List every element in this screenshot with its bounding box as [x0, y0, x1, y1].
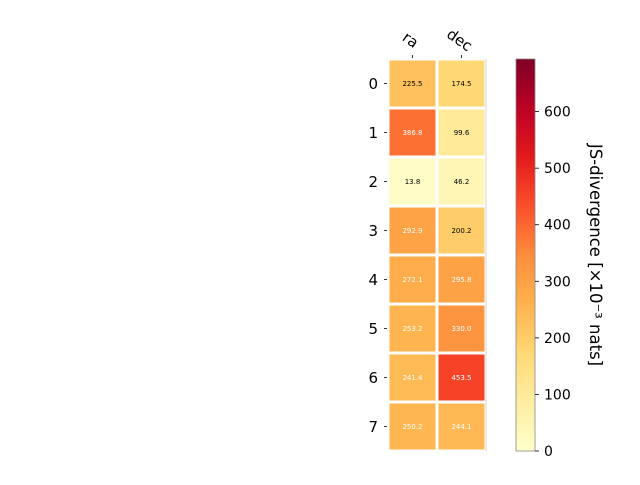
cell-value-label: 292.9	[402, 227, 422, 235]
heatmap-cell-6-ra	[389, 354, 436, 401]
heatmap-cells	[389, 60, 485, 450]
heatmap-cell-7-ra	[389, 403, 436, 450]
row-label-2: 2	[368, 173, 378, 191]
cell-value-label: 386.8	[402, 129, 422, 137]
row-label-7: 7	[368, 418, 378, 436]
heatmap-cell-7-dec	[438, 403, 485, 450]
row-label-1: 1	[368, 124, 378, 142]
cell-value-label: 250.2	[402, 423, 422, 431]
colorbar-tick-label: 300	[544, 274, 571, 290]
column-labels: ra dec	[399, 25, 476, 58]
row-label-0: 0	[368, 75, 378, 93]
column-label-ra: ra	[399, 28, 422, 52]
heatmap-cell-6-dec	[438, 354, 485, 401]
cell-value-label: 330.0	[451, 325, 471, 333]
column-label-dec: dec	[443, 25, 475, 55]
cell-value-label: 174.5	[451, 80, 471, 88]
heatmap-cell-2-dec	[438, 158, 485, 205]
colorbar-tick-label: 200	[544, 331, 571, 347]
colorbar-tick-label: 100	[544, 387, 571, 403]
colorbar-tick-label: 0	[544, 444, 553, 460]
heatmap-cell-3-dec	[438, 207, 485, 254]
heatmap-cell-2-ra	[389, 158, 436, 205]
cell-value-label: 253.2	[402, 325, 422, 333]
row-labels: 0 1 2 3 4 5 6 7	[368, 75, 387, 436]
cell-value-label: 453.5	[451, 374, 471, 382]
colorbar-tick-label: 400	[544, 218, 571, 234]
row-label-3: 3	[368, 222, 378, 240]
heatmap-cell-4-dec	[438, 256, 485, 303]
heatmap-cell-0-ra	[389, 60, 436, 107]
cell-value-label: 200.2	[451, 227, 471, 235]
colorbar-label: JS-divergence [×10⁻³ nats]	[586, 143, 605, 366]
row-label-4: 4	[368, 271, 378, 289]
cell-value-label: 99.6	[454, 129, 470, 137]
row-label-6: 6	[368, 369, 378, 387]
colorbar-tick-label: 500	[544, 161, 571, 177]
heatmap-cell-3-ra	[389, 207, 436, 254]
cell-value-label: 46.2	[454, 178, 470, 186]
colorbar-tick-label: 600	[544, 105, 571, 121]
heatmap-cell-1-ra	[389, 109, 436, 156]
heatmap-cell-0-dec	[438, 60, 485, 107]
colorbar	[515, 58, 536, 452]
colorbar-ticks: 0 100 200 300 400 500 600	[535, 105, 571, 460]
cell-value-labels: 225.5 174.5 386.8 99.6 13.8 46.2 292.9 200.2 272…	[402, 80, 471, 431]
heatmap-cell-5-dec	[438, 305, 485, 352]
heatmap-cell-1-dec	[438, 109, 485, 156]
cell-value-label: 295.8	[451, 276, 471, 284]
heatmap-cell-4-ra	[389, 256, 436, 303]
cell-value-label: 272.1	[402, 276, 422, 284]
cell-value-label: 13.8	[405, 178, 421, 186]
cell-value-label: 241.4	[402, 374, 423, 382]
heatmap-cell-5-ra	[389, 305, 436, 352]
cell-value-label: 225.5	[402, 80, 422, 88]
cell-value-label: 244.1	[451, 423, 471, 431]
row-label-5: 5	[368, 320, 378, 338]
